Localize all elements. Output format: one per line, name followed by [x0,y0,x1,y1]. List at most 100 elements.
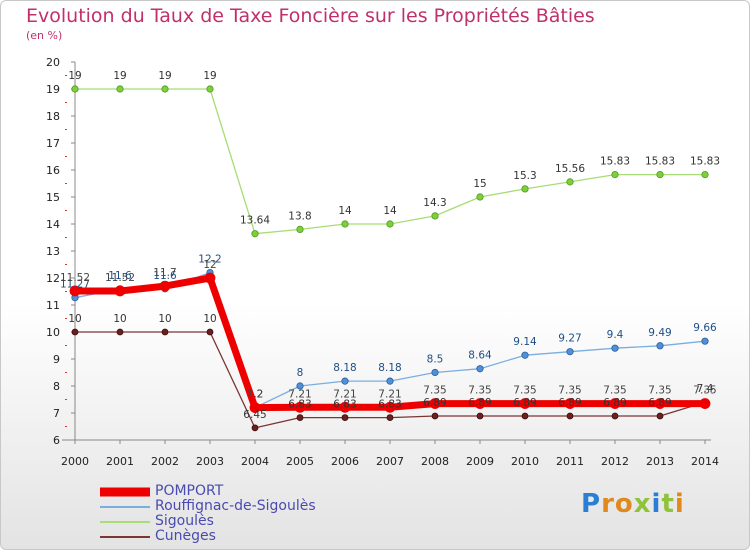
data-point [474,398,486,409]
data-label: 6.89 [423,397,446,409]
data-point [386,414,394,421]
data-point [566,178,574,186]
data-point [204,272,216,284]
x-tick-label: 2004 [241,455,269,468]
data-label: 9.66 [693,322,717,334]
data-label: 11.6 [108,270,132,282]
data-label: 7.35 [513,385,536,397]
x-tick-label: 2005 [286,455,314,468]
legend-item: Sigoulès [100,514,360,529]
x-tick-label: 2011 [556,455,584,468]
y-tick-label: 10 [46,326,60,339]
data-label: 8.18 [378,362,401,374]
data-label: 19 [113,70,126,82]
data-label: 8.64 [468,350,492,362]
legend-swatch [100,535,150,538]
data-label: 8.5 [427,354,444,366]
x-tick-label: 2003 [196,455,224,468]
data-point [476,193,484,201]
y-tick-label: 16 [46,164,60,177]
y-tick-label: 14 [46,218,60,231]
data-label: 7.21 [333,388,356,400]
data-point [159,280,171,292]
data-point [116,85,124,93]
data-point [701,337,709,345]
data-label: 19 [68,70,81,82]
y-tick-label: 7 [53,407,60,420]
data-label: 6.45 [243,409,266,421]
data-label: 6.83 [288,399,311,411]
data-label: 9.14 [513,336,537,348]
legend-label: Cunèges [155,528,216,544]
data-point [116,328,124,336]
data-point [431,412,439,420]
data-point [69,285,81,297]
data-label: 7.35 [558,385,581,397]
data-label: 11.7 [153,267,176,279]
data-point [296,382,304,390]
data-point [71,85,79,93]
data-label: 14.3 [423,197,446,209]
data-point [701,170,709,179]
legend-label: POMPORT [155,483,224,499]
y-tick-label: 19 [46,83,60,96]
data-label: 7.2 [247,389,264,401]
data-point [71,328,79,336]
y-unit-label: (en %) [26,29,63,42]
data-label: 12 [203,259,216,271]
data-point [611,412,619,420]
y-tick-label: 12 [46,272,60,285]
data-label: 10 [203,313,216,325]
y-tick-label: 20 [46,56,60,69]
data-point [656,170,664,179]
data-point [609,398,621,409]
data-label: 6.89 [558,397,581,409]
legend-item: POMPORT [100,484,360,499]
data-label: 7.35 [423,385,446,397]
data-label: 7.35 [603,385,626,397]
data-label: 15.83 [600,156,630,168]
x-tick-label: 2012 [601,455,629,468]
data-label: 9.4 [607,329,624,341]
data-point [654,398,666,409]
data-label: 10 [158,313,171,325]
data-point [294,401,306,413]
data-point [206,328,214,336]
data-point [161,85,169,93]
legend-swatch [100,520,150,523]
legend-swatch [100,505,150,508]
y-tick-label: 9 [53,353,60,366]
data-label: 11.52 [105,272,135,284]
data-label: 7.4 [697,383,714,395]
data-point [386,220,394,228]
data-point [296,225,304,233]
data-point [249,402,261,414]
legend-label: Sigoulès [155,513,214,529]
data-label: 7.35 [468,385,491,397]
x-tick-label: 2013 [646,455,674,468]
data-label: 7.35 [693,385,716,397]
x-tick-label: 2010 [511,455,539,468]
y-tick-label: 13 [46,245,60,258]
proxiti-logo: Proxiti [581,489,685,519]
data-point [521,185,529,193]
legend-label: Rouffignac-de-Sigoulès [155,498,316,514]
data-label: 6.89 [603,397,626,409]
y-tick-label: 15 [46,191,60,204]
data-point [611,344,619,352]
y-tick-label: 11 [46,299,60,312]
data-point [161,328,169,336]
y-tick-label: 18 [46,110,60,123]
data-point [206,85,214,93]
data-point [429,398,441,409]
data-label: 10 [68,313,81,325]
data-point [656,412,664,420]
data-label: 6.89 [513,397,536,409]
data-label: 7.21 [288,388,311,400]
data-point [296,414,304,421]
data-label: 14 [338,205,352,217]
data-point [341,220,349,228]
data-label: 7.35 [648,385,671,397]
x-tick-label: 2006 [331,455,359,468]
